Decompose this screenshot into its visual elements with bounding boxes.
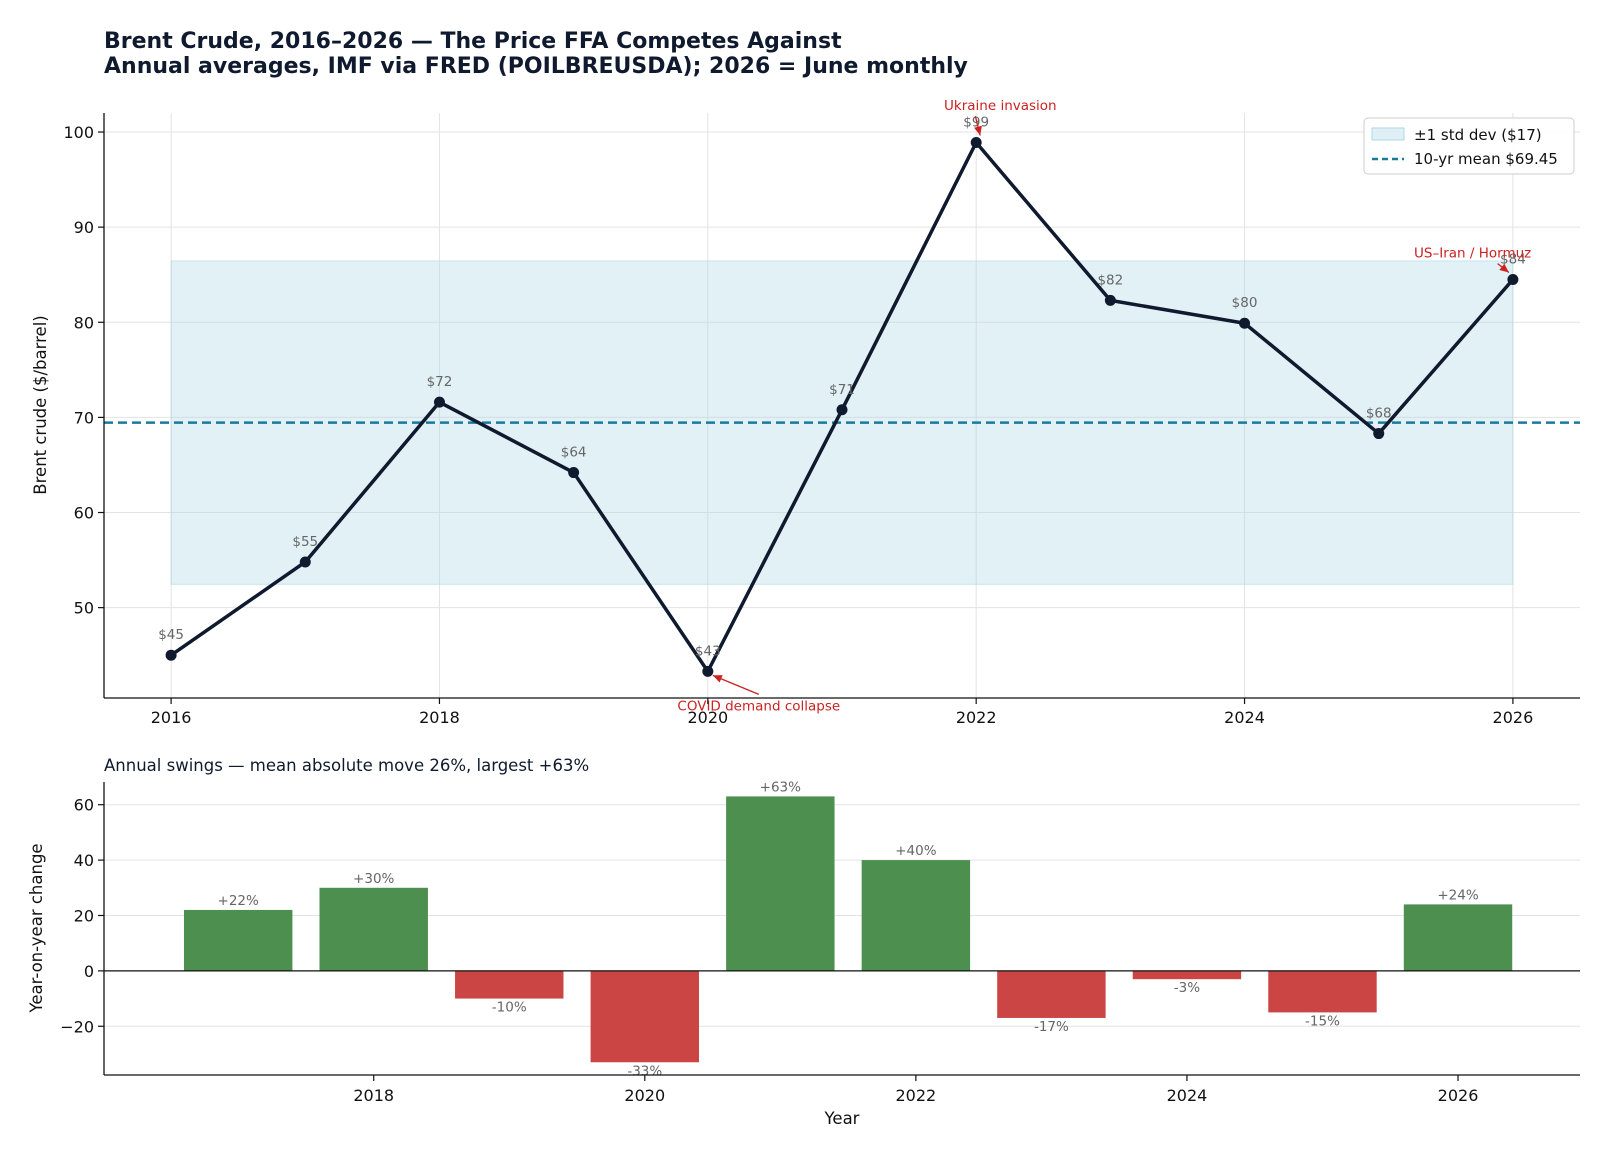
yoy-bar <box>319 887 428 971</box>
bottom-y-tick-label: 40 <box>74 851 94 870</box>
yoy-bar <box>997 970 1106 1018</box>
price-data-label: $43 <box>695 643 721 659</box>
yoy-bar <box>455 970 564 999</box>
bottom-x-tick-label: 2018 <box>353 1086 394 1105</box>
bottom-y-tick-label: 60 <box>74 796 94 815</box>
bottom-x-tick-label: 2022 <box>896 1086 937 1105</box>
price-data-label: $80 <box>1232 295 1258 311</box>
price-data-label: $71 <box>829 382 855 398</box>
yoy-data-label: +40% <box>895 843 936 859</box>
top-x-tick-label: 2016 <box>151 708 192 727</box>
annotation-text: Ukraine invasion <box>944 98 1057 114</box>
price-point <box>1507 273 1519 285</box>
top-x-tick-label: 2024 <box>1224 708 1265 727</box>
top-y-axis-label: Brent crude ($/barrel) <box>31 315 50 494</box>
price-point <box>1373 428 1385 440</box>
bottom-x-tick-label: 2024 <box>1167 1086 1208 1105</box>
price-point <box>568 467 580 479</box>
yoy-bar <box>726 796 835 971</box>
annotation-text: COVID demand collapse <box>677 698 840 714</box>
annotation-arrow-head <box>712 675 723 683</box>
yoy-data-label: +22% <box>218 893 259 909</box>
yoy-bar <box>590 970 700 1063</box>
price-data-label: $45 <box>158 627 184 643</box>
yoy-data-label: -10% <box>492 1000 527 1016</box>
price-data-label: $64 <box>561 445 587 461</box>
legend-swatch-band <box>1371 127 1405 141</box>
top-x-tick-label: 2022 <box>956 708 997 727</box>
yoy-data-label: -17% <box>1034 1019 1069 1035</box>
price-data-label: $68 <box>1366 406 1392 422</box>
yoy-data-label: +24% <box>1437 887 1478 903</box>
bottom-x-tick-label: 2020 <box>624 1086 665 1105</box>
top-x-tick-label: 2020 <box>687 708 728 727</box>
yoy-data-label: -3% <box>1174 980 1200 996</box>
bottom-y-tick-label: 0 <box>84 962 94 981</box>
top-y-tick-label: 60 <box>74 504 94 523</box>
top-y-tick-label: 100 <box>63 123 94 142</box>
yoy-bar <box>1132 970 1242 980</box>
price-point <box>1104 294 1116 306</box>
bottom-x-axis-label: Year <box>824 1109 860 1128</box>
yoy-data-label: -15% <box>1305 1013 1340 1029</box>
annotation-arrow-head <box>1499 263 1509 273</box>
price-point <box>165 649 177 661</box>
price-point <box>1239 317 1251 329</box>
legend-box <box>1363 117 1575 175</box>
legend-label-mean: 10-yr mean $69.45 <box>1414 150 1558 168</box>
chart-title: Brent Crude, 2016–2026 — The Price FFA C… <box>104 29 842 54</box>
yoy-bar <box>1403 904 1513 971</box>
price-data-label: $55 <box>292 534 318 550</box>
annotation-arrow-head <box>974 125 982 136</box>
bottom-y-tick-label: 20 <box>74 906 94 925</box>
price-data-label: $99 <box>963 114 989 130</box>
price-data-label: $84 <box>1500 251 1526 267</box>
legend-label-band: ±1 std dev ($17) <box>1414 126 1542 144</box>
price-point <box>702 665 714 677</box>
top-x-tick-label: 2018 <box>419 708 460 727</box>
yoy-bar <box>861 860 971 971</box>
top-panel: $45 $55 $72 $64 $43 $71 $99 $82 $80 $68 $84 Ukraine… <box>63 98 1580 727</box>
price-point <box>970 136 982 148</box>
chart-subtitle: Annual averages, IMF via FRED (POILBREUS… <box>104 54 968 79</box>
bottom-panel: +22%+30%-10%-33%+63%+40%-17%-3%-15%+24%2… <box>60 779 1580 1105</box>
annotation-text: US–Iran / Hormuz <box>1414 246 1531 262</box>
price-data-label: $82 <box>1097 272 1123 288</box>
top-y-tick-label: 50 <box>74 599 94 618</box>
top-y-tick-label: 80 <box>74 313 94 332</box>
bottom-y-axis-label: Year-on-year change <box>27 843 46 1013</box>
yoy-data-label: +63% <box>760 779 801 795</box>
price-data-label: $72 <box>427 374 453 390</box>
price-point <box>299 556 311 568</box>
yoy-bar <box>183 909 293 971</box>
bottom-panel-title: Annual swings — mean absolute move 26%, … <box>104 756 589 775</box>
top-y-tick-label: 90 <box>74 218 94 237</box>
bottom-x-tick-label: 2026 <box>1438 1086 1479 1105</box>
yoy-data-label: +30% <box>353 871 394 887</box>
price-point <box>433 396 445 408</box>
yoy-bar <box>1268 970 1377 1013</box>
bottom-y-tick-label: −20 <box>60 1017 94 1036</box>
top-y-tick-label: 70 <box>74 408 94 427</box>
std-dev-band <box>170 260 1514 585</box>
top-x-tick-label: 2026 <box>1493 708 1534 727</box>
price-point <box>836 404 848 416</box>
